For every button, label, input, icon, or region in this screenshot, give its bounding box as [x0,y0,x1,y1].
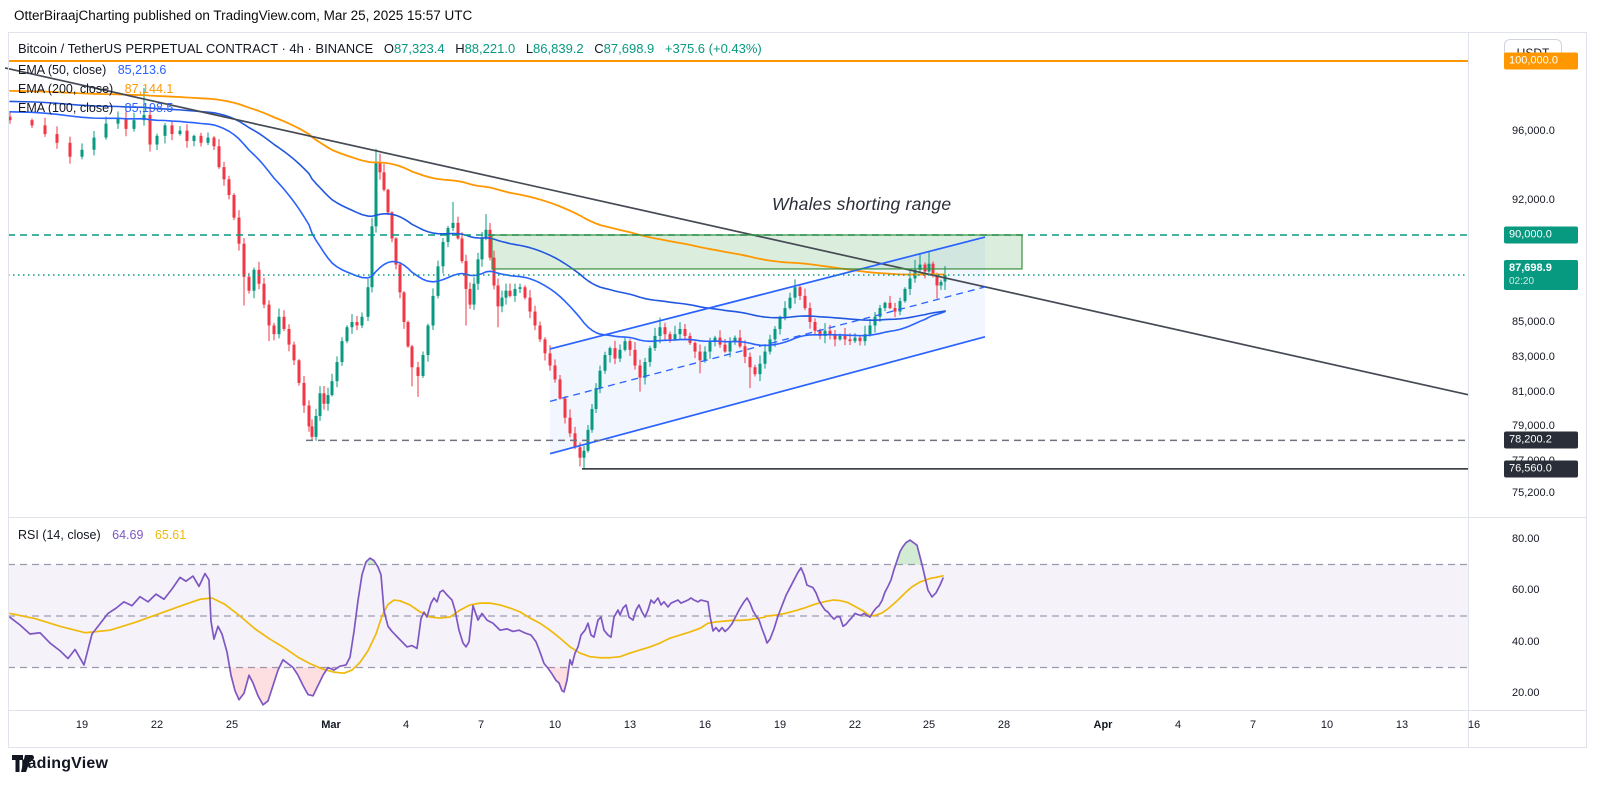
price-tick-label: 83,000.0 [1512,350,1555,363]
rsi-tick-label: 20.00 [1512,687,1540,700]
current-price-badge: 87,698.9 02:20 [1504,260,1578,291]
rsi-value: 64.69 [112,528,144,542]
time-tick-label: 16 [1467,719,1481,731]
price-tick-label: 92,000.0 [1512,194,1555,207]
rsi-label: RSI (14, close) [18,528,101,542]
time-axis-separator [8,710,1587,711]
price-tick-label: 75,200.0 [1512,486,1555,499]
price-level-badge: 78,200.2 [1504,431,1578,449]
time-tick-label: 4 [1174,719,1182,731]
price-tick-label: 79,000.0 [1512,420,1555,433]
price-tick-label: 81,000.0 [1512,385,1555,398]
rsi-tick-label: 40.00 [1512,635,1540,648]
price-level-badge: 100,000.0 [1504,52,1578,70]
time-tick-label: 10 [1320,719,1334,731]
time-tick-label: Apr [1093,719,1113,731]
low-label: L [525,41,534,56]
time-tick-label: 13 [623,719,637,731]
indicator-row-ema50[interactable]: EMA (50, close) 85,213.6 [18,63,166,77]
change-value: +375.6 (+0.43%) [664,41,762,56]
ema50-label: EMA (50, close) [18,63,107,77]
indicator-row-ema100[interactable]: EMA (100, close) 85,198.5 [18,101,173,115]
time-tick-label: 22 [848,719,862,731]
price-tick-label: 96,000.0 [1512,124,1555,137]
tradingview-logo-icon [12,755,34,772]
time-tick-label: 19 [773,719,787,731]
time-tick-label: 4 [402,719,410,731]
time-tick-label: 19 [75,719,89,731]
price-level-badge: 90,000.0 [1504,226,1578,244]
price-level-badge: 76,560.0 [1504,460,1578,478]
tradingview-logo[interactable]: TradingView [12,755,108,773]
time-tick-label: 28 [997,719,1011,731]
tradingview-logo-text: TradingView [12,755,109,772]
rsi-tick-label: 80.00 [1512,532,1540,545]
time-tick-label: 22 [150,719,164,731]
time-tick-label: 13 [1395,719,1409,731]
price-tick-label: 85,000.0 [1512,316,1555,328]
whales-shorting-range-annotation[interactable]: Whales shorting range [772,194,952,214]
high-label: H [455,41,465,56]
rsi-legend-row[interactable]: RSI (14, close) 64.69 65.61 [18,528,186,542]
attribution-text: OtterBiraajCharting published on Trading… [14,8,473,23]
ema200-value: 87,144.1 [124,82,174,96]
close-value: 87,698.9 [603,41,655,56]
pane-separator[interactable] [8,517,1587,518]
time-tick-label: 7 [1249,719,1257,731]
time-tick-label: 10 [548,719,562,731]
time-tick-label: 16 [698,719,712,731]
symbol-legend-row[interactable]: Bitcoin / TetherUS PERPETUAL CONTRACT · … [18,41,762,56]
price-axis-separator [1468,32,1469,748]
time-tick-label: 25 [922,719,936,731]
low-value: 86,839.2 [533,41,584,56]
open-value: 87,323.4 [393,41,445,56]
ema100-value: 85,198.5 [124,101,174,115]
time-tick-label: 25 [225,719,239,731]
ema100-label: EMA (100, close) [18,101,114,115]
rsi-ma-value: 65.61 [154,528,187,542]
indicator-row-ema200[interactable]: EMA (200, close) 87,144.1 [18,82,173,96]
symbol-title[interactable]: Bitcoin / TetherUS PERPETUAL CONTRACT · … [18,41,374,56]
close-label: C [594,41,604,56]
ema50-value: 85,213.6 [117,63,167,77]
open-label: O [383,41,394,56]
time-tick-label: Mar [321,719,341,731]
rsi-tick-label: 60.00 [1512,584,1540,597]
time-tick-label: 7 [477,719,485,731]
ema200-label: EMA (200, close) [18,82,114,96]
high-value: 88,221.0 [464,41,516,56]
